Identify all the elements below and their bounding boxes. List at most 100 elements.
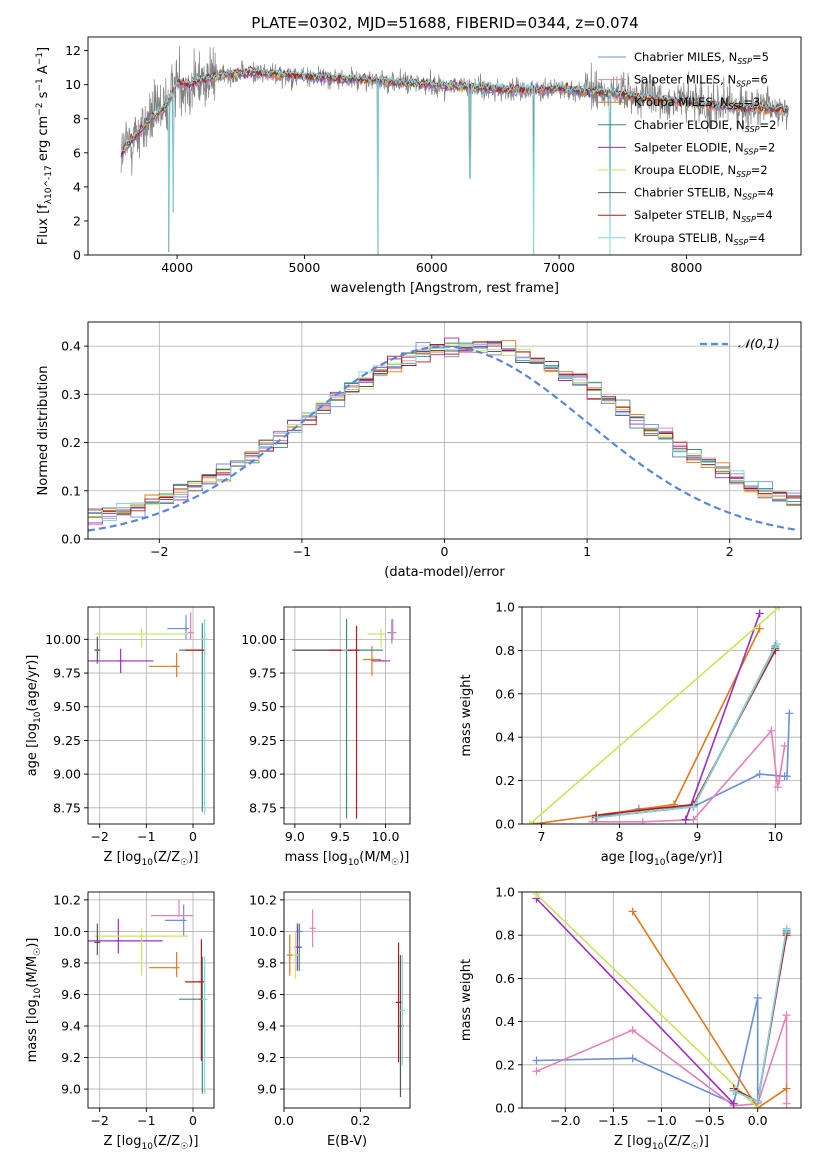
series-line [535,893,759,1108]
x-axis-label: Z [log10​(Z/Z☉​)] [104,850,199,868]
y-tick-label: 8.75 [53,800,81,815]
data-point [773,783,782,792]
y-tick-label: 1.0 [495,600,515,615]
data-point [772,639,781,648]
data-point [593,813,602,822]
plot-area-age-vs-mass [292,619,397,819]
y-tick-label: 9.25 [53,733,81,748]
histogram-line [88,340,801,515]
x-tick-label: 8000 [671,260,703,275]
x-axis-label: Z [log10​(Z/Z☉​)] [614,1134,709,1152]
x-tick-label: 5000 [289,260,321,275]
x-tick-label: 10.0 [372,829,400,844]
y-tick-label: 0.0 [495,1101,515,1116]
y-tick-label: 10.00 [45,632,81,647]
y-tick-label: 9.8 [61,955,81,970]
model-spectrum-line [120,65,789,255]
data-point [628,1054,637,1063]
x-axis-label: E(B-V) [327,1134,367,1149]
x-tick-label: 0 [441,544,449,559]
y-tick-label: 10.0 [53,924,81,939]
legend-entry: Salpeter STELIB, NSSP=4 [634,208,773,224]
axes-frame [87,891,215,1109]
x-axis-label: mass [log10​(M/M☉​)] [285,850,410,868]
y-tick-label: 0.0 [495,817,515,832]
y-tick-label: 9.4 [257,1019,277,1034]
data-point [532,892,541,899]
x-axis-label: wavelength [Angstrom, rest frame] [330,281,559,296]
series-line [535,897,735,1105]
y-tick-label: 6 [73,145,81,160]
y-tick-label: 0.0 [61,532,81,547]
y-tick-label: 0 [73,248,81,263]
data-point [638,817,647,824]
axes-age-vs-mass: 9.0 9.5 10.0 8.75 9.00 9.25 9.50 9.75 10.00 mass … [241,606,411,868]
y-tick-label: 0.6 [495,686,515,701]
y-tick-label: 9.0 [61,1082,81,1097]
x-tick-label: 0.0 [274,1113,294,1128]
series-line [733,928,788,1103]
y-tick-label: 12 [65,43,81,58]
y-tick-label: 9.75 [249,666,277,681]
series-line [595,645,777,819]
y-tick-label: 10.2 [249,892,277,907]
legend-entry: Chabrier STELIB, NSSP=4 [634,186,774,202]
x-tick-label: −1.0 [646,1113,676,1128]
x-tick-label: 9.0 [285,829,305,844]
y-tick-label: 0.1 [61,483,81,498]
data-point [532,1067,541,1076]
axes-mass-weight-vs-age: 7 8 9 10 0.0 0.2 0.4 0.6 0.8 1.0 age [log10​(age/y… [459,600,802,868]
y-tick-label: 0.4 [495,730,515,745]
y-tick-label: 9.75 [53,666,81,681]
axes-frame [521,606,802,825]
x-axis-label: Z [log10​(Z/Z☉​)] [104,1134,199,1152]
x-tick-label: −1 [293,544,311,559]
axes-mass-weight-vs-Z: −2.0 −1.5 −1.0 −0.5 0.0 0.0 0.2 0.4 0.6 0.8 1.0 Z [… [459,885,802,1152]
axes-mass-vs-Z: −2 −1 0 9.0 9.2 9.4 9.6 9.8 10.0 10.2 Z [log10​(Z/… [25,891,215,1152]
y-tick-label: 9.8 [257,955,277,970]
series-line [595,650,777,817]
data-point [782,1099,791,1108]
axes-residuals: −2 −1 0 1 2 0.0 0.1 0.2 0.3 0.4 (data-model)/error… [36,321,802,580]
legend-entry: Kroupa ELODIE, NSSP=2 [634,163,768,179]
data-point [755,609,764,618]
axes-spectrum: 4000 5000 6000 7000 8000 0 2 4 6 8 10 12 wavelength … [35,36,802,296]
y-tick-label: 4 [73,179,81,194]
series-line [595,647,777,819]
y-axis-label: mass weight [459,959,474,1041]
x-tick-label: −0.5 [694,1113,724,1128]
data-point [775,776,784,785]
data-point [729,1099,738,1108]
x-tick-label: 9.5 [330,829,350,844]
y-tick-label: 9.2 [61,1050,81,1065]
y-axis-label: mass [log10​(M/M☉​)] [25,938,43,1063]
x-tick-label: −1.5 [598,1113,628,1128]
axes-frame [283,606,411,825]
legend: Chabrier MILES, NSSP=5 Salpeter MILES, NS… [598,50,776,247]
plot-area-mass-vs-ebv [286,909,406,1097]
x-tick-label: −2 [90,829,108,844]
data-point [525,820,534,824]
y-tick-label: 8.75 [249,800,277,815]
plot-area-mass-weight-vs-age [525,607,794,824]
histogram-line [88,341,801,512]
y-tick-label: 9.2 [257,1050,277,1065]
series-line [529,607,780,824]
y-tick-label: 0.6 [495,971,515,986]
data-point [755,770,764,779]
data-point [753,993,762,1002]
plot-area-mass-vs-Z [88,899,208,1094]
data-point [689,815,698,824]
y-tick-label: 9.4 [61,1019,81,1034]
x-tick-label: 10 [767,829,783,844]
x-tick-label: 0.0 [748,1113,768,1128]
histogram-line [88,343,801,521]
y-tick-label: 9.00 [249,767,277,782]
data-point [785,709,794,718]
x-tick-label: 9 [693,829,701,844]
y-tick-label: 0.2 [495,1057,515,1072]
y-tick-label: 9.50 [249,699,277,714]
series-line [733,932,788,1103]
plot-area-age-vs-Z [88,612,208,815]
series-line [684,613,761,820]
